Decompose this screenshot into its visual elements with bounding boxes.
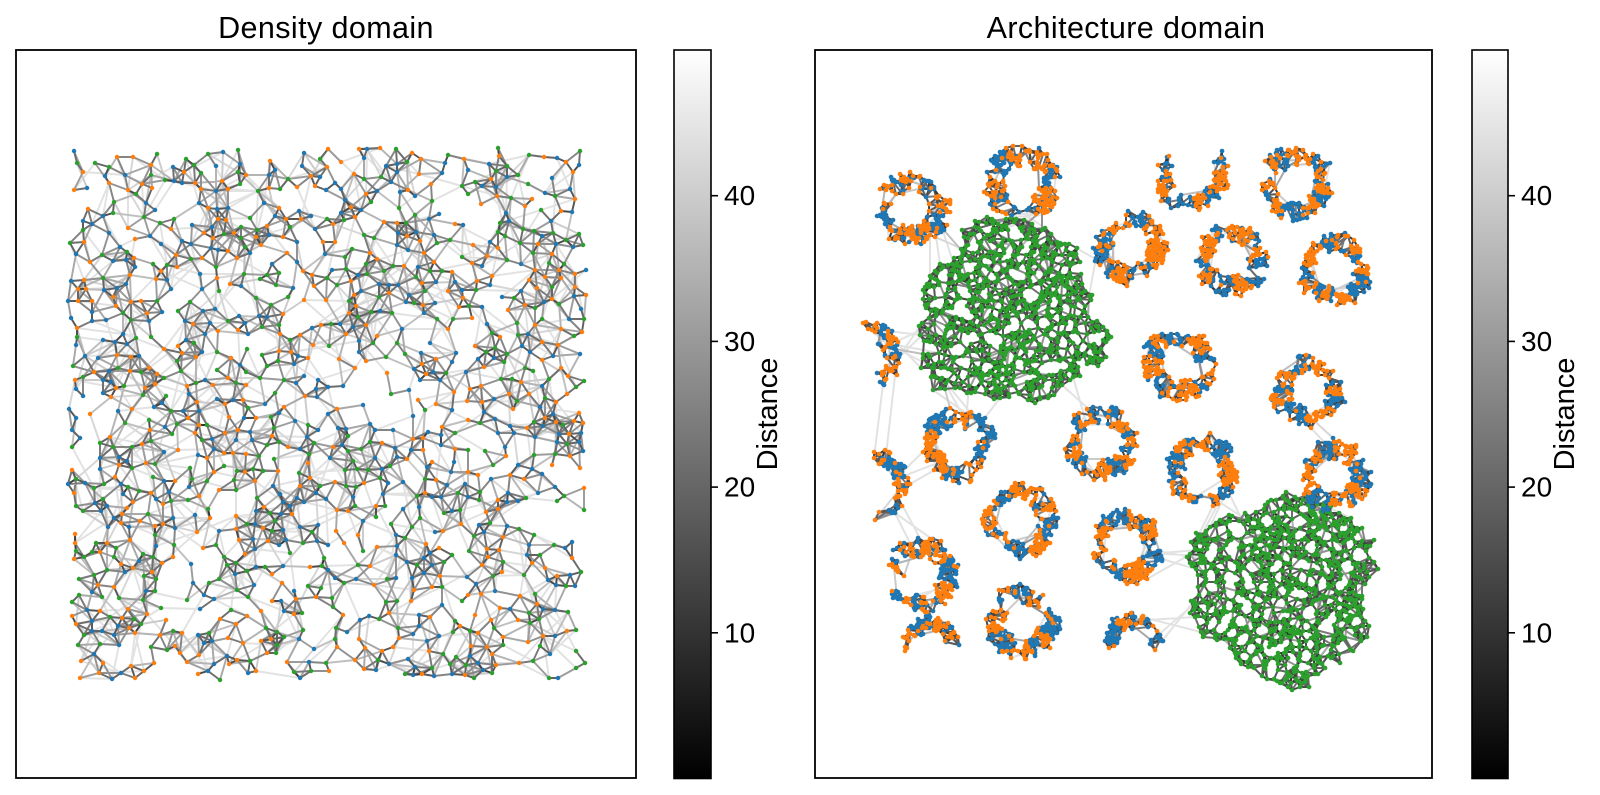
svg-text:30: 30	[1521, 326, 1552, 357]
svg-text:30: 30	[724, 326, 755, 357]
svg-text:Architecture domain: Architecture domain	[987, 11, 1266, 45]
svg-text:Density domain: Density domain	[218, 11, 434, 45]
svg-text:20: 20	[724, 472, 755, 503]
svg-text:10: 10	[724, 617, 755, 648]
svg-text:40: 40	[1521, 180, 1552, 211]
svg-text:Distance: Distance	[752, 358, 784, 471]
svg-text:40: 40	[724, 180, 755, 211]
svg-text:20: 20	[1521, 472, 1552, 503]
svg-text:Distance: Distance	[1549, 358, 1581, 471]
svg-text:10: 10	[1521, 617, 1552, 648]
